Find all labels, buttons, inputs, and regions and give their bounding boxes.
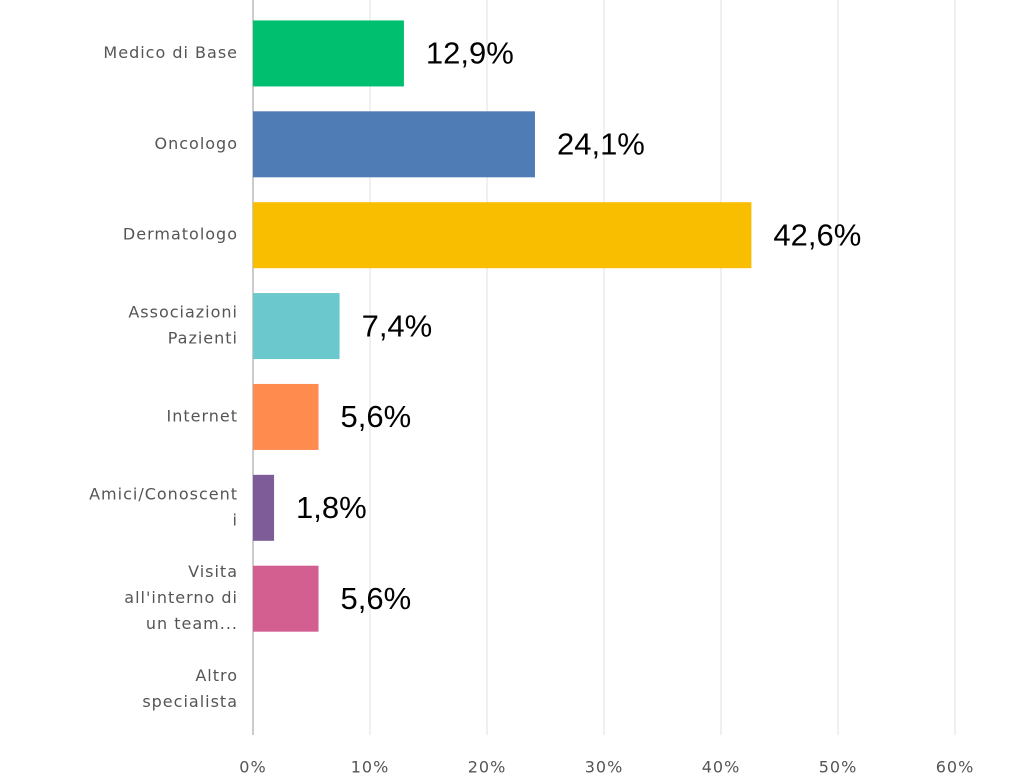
x-tick-label: 20%	[468, 758, 507, 776]
bar	[253, 111, 535, 178]
category-label: Oncologo	[155, 134, 239, 153]
value-label: 12,9%	[426, 36, 514, 71]
value-label: 42,6%	[773, 217, 861, 252]
value-label: 7,4%	[362, 308, 433, 343]
value-label: 5,6%	[341, 399, 412, 434]
value-label: 5,6%	[341, 581, 412, 616]
category-label: Visita	[188, 562, 238, 581]
bar	[253, 202, 752, 269]
category-label: Amici/Conoscent	[89, 484, 238, 503]
x-tick-label: 60%	[936, 758, 975, 776]
category-label: Pazienti	[168, 329, 238, 348]
category-label: Medico di Base	[103, 43, 238, 62]
category-label: un team...	[146, 614, 238, 633]
value-label: 24,1%	[557, 127, 645, 162]
category-label: specialista	[142, 692, 238, 711]
x-tick-label: 10%	[351, 758, 390, 776]
category-label: i	[233, 510, 238, 529]
category-label: Altro	[195, 666, 238, 685]
bar	[253, 293, 340, 360]
bar	[253, 20, 404, 87]
category-label: all'interno di	[124, 588, 238, 607]
category-label: Associazioni	[128, 303, 238, 322]
x-tick-label: 40%	[702, 758, 741, 776]
bar	[253, 383, 319, 450]
bar	[253, 474, 275, 541]
x-tick-label: 30%	[585, 758, 624, 776]
x-tick-label: 0%	[239, 758, 266, 776]
x-tick-label: 50%	[819, 758, 858, 776]
bar	[253, 565, 319, 632]
category-label: Internet	[166, 406, 238, 425]
value-label: 1,8%	[296, 490, 367, 525]
category-label: Dermatologo	[123, 225, 238, 244]
